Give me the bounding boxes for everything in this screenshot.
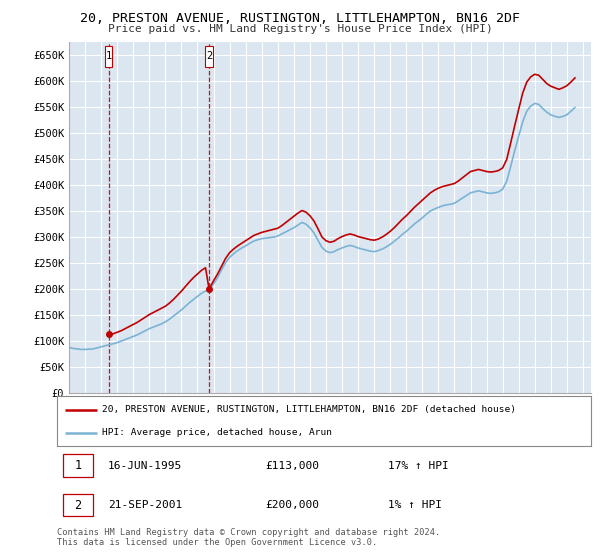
Text: 17% ↑ HPI: 17% ↑ HPI xyxy=(388,461,449,471)
Text: 16-JUN-1995: 16-JUN-1995 xyxy=(108,461,182,471)
Bar xyxy=(64,454,93,477)
Text: Price paid vs. HM Land Registry's House Price Index (HPI): Price paid vs. HM Land Registry's House … xyxy=(107,24,493,34)
Text: 2: 2 xyxy=(206,52,212,62)
Text: £113,000: £113,000 xyxy=(265,461,319,471)
Text: 1: 1 xyxy=(74,459,82,472)
Text: 1% ↑ HPI: 1% ↑ HPI xyxy=(388,500,442,510)
Text: Contains HM Land Registry data © Crown copyright and database right 2024.
This d: Contains HM Land Registry data © Crown c… xyxy=(57,528,440,547)
Bar xyxy=(64,494,93,516)
Text: 20, PRESTON AVENUE, RUSTINGTON, LITTLEHAMPTON, BN16 2DF (detached house): 20, PRESTON AVENUE, RUSTINGTON, LITTLEHA… xyxy=(103,405,517,414)
Bar xyxy=(205,45,213,67)
Bar xyxy=(104,45,112,67)
Text: 20, PRESTON AVENUE, RUSTINGTON, LITTLEHAMPTON, BN16 2DF: 20, PRESTON AVENUE, RUSTINGTON, LITTLEHA… xyxy=(80,12,520,25)
Text: HPI: Average price, detached house, Arun: HPI: Average price, detached house, Arun xyxy=(103,428,332,437)
Text: 1: 1 xyxy=(106,52,112,62)
Text: £200,000: £200,000 xyxy=(265,500,319,510)
Text: 21-SEP-2001: 21-SEP-2001 xyxy=(108,500,182,510)
Text: 2: 2 xyxy=(74,498,82,512)
